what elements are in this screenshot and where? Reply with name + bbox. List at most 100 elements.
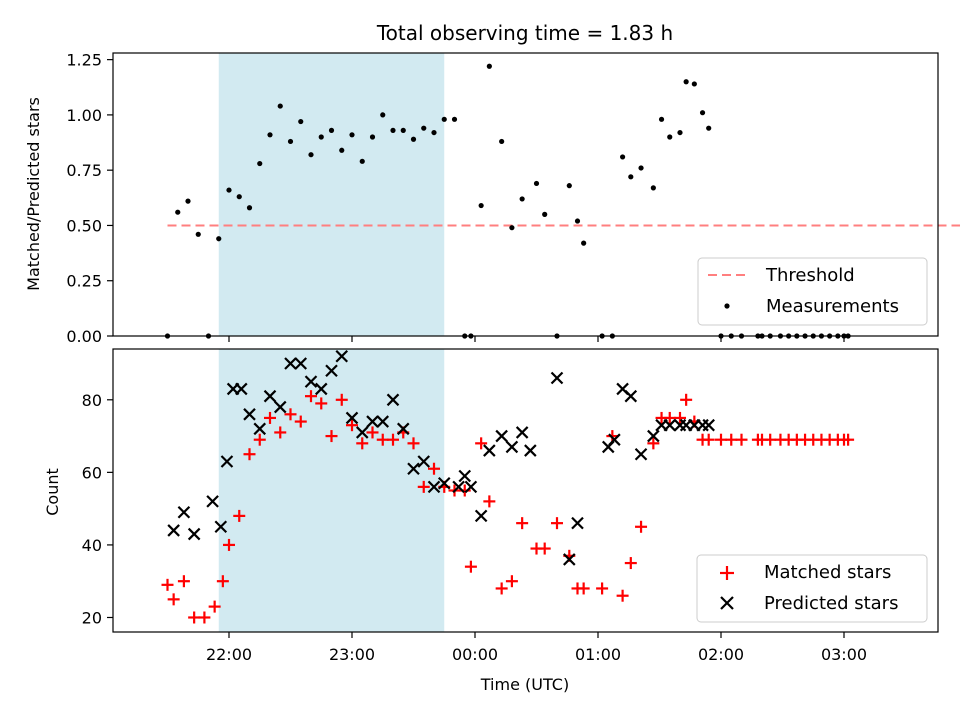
matched-star-point [505,575,518,588]
measurement-point [620,154,626,160]
predicted-star-point [335,349,349,363]
measurement-point [216,236,222,242]
measurement-point [658,116,665,122]
top-panel-frame [112,52,939,337]
matched-star-point [177,575,190,588]
predicted-stars-legend-marker [720,596,734,610]
matched-star-point [764,433,777,446]
predicted-star-point [243,408,256,421]
matched-star-point [647,437,660,450]
matched-star-point [233,509,246,522]
matched-star-point [475,437,488,450]
measurement-point [441,116,447,122]
matched-star-point [616,589,629,602]
measurement-point [683,79,689,85]
predicted-star-point [474,509,488,523]
predicted-star-point [167,524,180,537]
matched-star-point [464,560,477,573]
measurement-point [308,152,314,158]
measurement-point [369,134,376,140]
top-legend-box [697,257,928,326]
matched-star-point [735,433,748,446]
matched-star-point [356,437,369,450]
predicted-star-point [417,455,431,468]
predicted-star-point [376,415,390,428]
matched-star-point [842,433,855,446]
x-tick-label: 02:00 [698,645,744,664]
measurement-point [226,187,232,193]
matched-star-point [167,593,180,606]
predicted-star-point [253,422,267,436]
predicted-star-point [663,418,677,432]
predicted-stars-series [167,349,715,566]
matched-star-point [216,575,229,588]
matched-star-point [680,393,693,406]
measurement-point [667,134,673,140]
measurement-point [509,225,515,231]
measurement-point [410,136,417,142]
measurement-point [706,125,712,131]
bottom-x-axis: 22:00 23:00 00:00 01:00 02:00 03:00 [206,632,867,664]
predicted-star-point [386,393,400,407]
predicted-star-point [366,415,379,428]
bottom-y-tick-label: 20 [82,608,102,627]
measurements-legend-label: Measurements [766,296,899,317]
matched-star-point [198,611,211,624]
matched-star-point [274,426,287,439]
x-tick-label: 22:00 [206,645,252,664]
matched-star-point [294,415,307,428]
measurement-point [390,127,396,133]
matched-star-point [188,611,201,624]
predicted-star-point [273,400,287,414]
measurement-point [519,196,525,202]
top-y-tick-label: 1.25 [66,51,102,70]
measurement-point [533,180,540,187]
predicted-star-point [263,389,277,403]
measurement-point [566,183,572,189]
matched-star-point [538,542,551,555]
matched-star-point [387,433,399,446]
top-shaded-region [218,53,445,336]
matched-star-point [366,426,379,439]
bottom-y-axis-label: Count [43,468,62,516]
predicted-star-point [220,455,234,468]
matched-star-point [715,433,727,446]
matched-star-point [305,390,317,403]
predicted-star-point [345,411,359,425]
top-y-axis: 0.00 0.25 0.50 0.75 1.00 1.25 [66,51,113,346]
measurement-point [574,218,581,224]
bottom-shaded-region [218,349,445,632]
measurement-point [628,174,634,180]
top-x-ticks [228,336,845,342]
predicted-star-point [396,422,410,436]
matched-star-point [325,430,338,443]
top-y-tick-label: 0.00 [66,327,102,346]
measurement-point [699,110,706,116]
bottom-y-tick-label: 80 [82,391,102,410]
measurement-point [499,138,505,145]
predicted-star-point [550,371,564,385]
measurement-point [431,129,437,136]
measurement-point [380,112,386,118]
top-y-tick-label: 0.75 [66,161,102,180]
measurement-point [677,129,683,136]
top-y-tick-label: 0.50 [66,216,102,235]
matched-star-point [208,600,221,613]
matched-star-point [624,557,637,570]
top-legend: Threshold Measurements [697,257,928,326]
matched-star-point [223,538,235,551]
predicted-star-point [325,364,338,378]
predicted-star-point [314,382,328,396]
matched-star-point [483,495,496,508]
measurement-point [650,185,656,191]
measurement-point [246,205,253,211]
predicted-star-point [571,516,584,530]
figure-title: Total observing time = 1.83 h [376,21,673,45]
measurement-point [359,158,365,164]
predicted-star-point [524,444,537,457]
predicted-star-point [515,426,529,439]
measurement-point [478,202,484,209]
predicted-star-point [608,433,621,446]
matched-star-point [284,408,297,421]
